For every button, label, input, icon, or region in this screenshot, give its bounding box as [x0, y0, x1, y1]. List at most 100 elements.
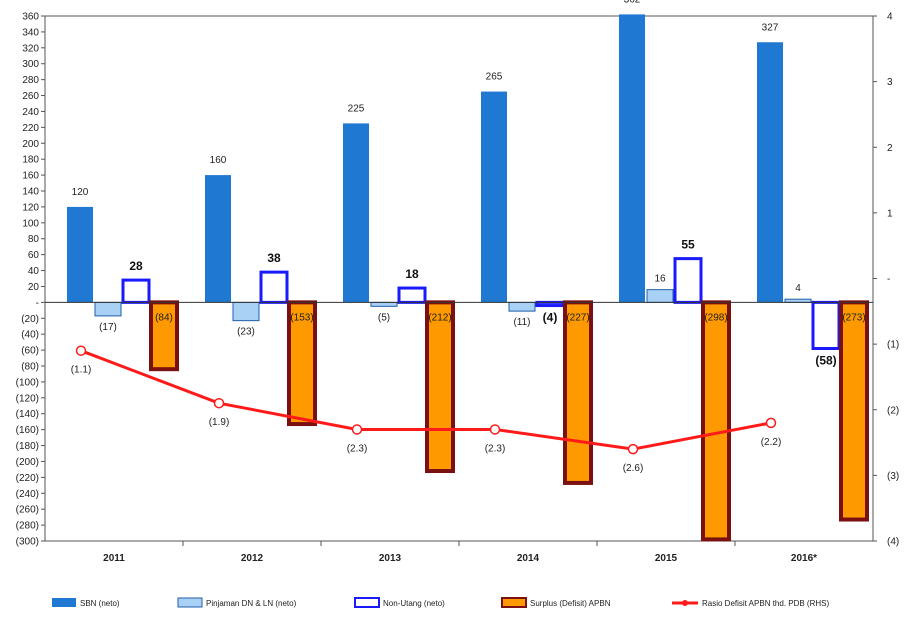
category-label: 2015 [655, 553, 678, 564]
plot-frame [44, 15, 874, 542]
left-tick-label: 220 [22, 123, 39, 134]
non-utang-data-label: (4) [543, 311, 558, 325]
pinjaman-bar [646, 289, 674, 303]
surplus-defisit-data-label: (84) [155, 312, 173, 323]
legend-surplus-defisit-label: Surplus (Defisit) APBN [530, 599, 611, 608]
sbn-bar [619, 14, 645, 303]
left-tick-label: 120 [22, 202, 39, 213]
sbn-bar [481, 91, 507, 303]
surplus-defisit-data-label: (227) [566, 312, 589, 323]
surplus-defisit-bar [701, 300, 731, 542]
pinjaman-data-label: (23) [237, 327, 255, 338]
deficit-ratio-point [213, 397, 225, 409]
pinjaman-bar [370, 301, 398, 307]
right-tick-label: (1) [887, 340, 899, 351]
deficit-ratio-line [80, 349, 772, 451]
sbn-data-label: 120 [72, 187, 89, 198]
pinjaman-bar [232, 301, 260, 322]
deficit-ratio-label: (2.6) [623, 463, 644, 474]
sbn-data-label: 160 [210, 155, 227, 166]
left-tick-label: 360 [22, 12, 39, 23]
category-label: 2011 [103, 553, 125, 564]
sbn-data-label: 362 [624, 0, 641, 5]
right-tick-label: 2 [887, 143, 893, 154]
left-tick-label: 300 [22, 59, 39, 70]
non-utang-bar [673, 257, 703, 304]
legend-surplus-defisit-swatch [501, 597, 527, 608]
deficit-ratio-label: (1.1) [71, 365, 92, 376]
left-tick-label: 280 [22, 75, 39, 86]
pinjaman-data-label: (11) [513, 317, 530, 328]
left-tick-label: (220) [16, 473, 39, 484]
left-tick-label: 160 [22, 171, 39, 182]
left-tick-label: 340 [22, 27, 39, 38]
left-tick-label: (40) [21, 330, 39, 341]
left-tick-label: 180 [22, 155, 39, 166]
legend-deficit-ratio-label: Rasio Defisit APBN thd. PDB (RHS) [702, 599, 829, 608]
left-tick-label: (260) [16, 505, 39, 516]
deficit-ratio-label: (2.3) [347, 443, 368, 454]
right-tick-label: 1 [887, 208, 893, 219]
category-label: 2014 [517, 553, 540, 564]
sbn-bar [205, 175, 231, 303]
sbn-data-label: 225 [348, 103, 365, 114]
left-tick-label: (80) [21, 362, 39, 373]
non-utang-data-label: 18 [405, 267, 419, 281]
legend-pinjaman-swatch [177, 597, 203, 608]
category-label: 2013 [379, 553, 402, 564]
left-tick-label: (100) [16, 377, 39, 388]
legend-pinjaman-label: Pinjaman DN & LN (neto) [206, 599, 297, 608]
left-tick-label: (20) [21, 314, 39, 325]
left-tick-label: (180) [16, 441, 39, 452]
left-tick-label: (160) [16, 425, 39, 436]
legend-non-utang-label: Non-Utang (neto) [383, 599, 445, 608]
non-utang-bar [121, 278, 151, 304]
pinjaman-bar [508, 301, 536, 312]
surplus-defisit-bar [149, 300, 179, 372]
surplus-defisit-data-label: (273) [842, 312, 865, 323]
sbn-bar [67, 206, 93, 303]
non-utang-bar [259, 270, 289, 304]
right-tick-label: (3) [887, 471, 899, 482]
pinjaman-data-label: 4 [795, 283, 801, 294]
pinjaman-bar [94, 301, 122, 317]
legend-non-utang-swatch [354, 597, 380, 608]
non-utang-bar [811, 300, 841, 351]
left-tick-label: 320 [22, 43, 39, 54]
pinjaman-data-label: (17) [99, 322, 117, 333]
left-tick-label: 200 [22, 139, 39, 150]
right-tick-label: (4) [887, 537, 899, 548]
pinjaman-data-label: 16 [654, 274, 666, 285]
left-tick-label: (240) [16, 489, 39, 500]
surplus-defisit-bar [563, 300, 593, 485]
left-tick-label: (300) [16, 537, 39, 548]
left-tick-label: 140 [22, 187, 39, 198]
left-tick-label: 60 [28, 250, 40, 261]
left-tick-label: - [36, 298, 39, 309]
left-tick-label: (280) [16, 521, 39, 532]
left-tick-label: 260 [22, 91, 39, 102]
deficit-ratio-point [75, 345, 87, 356]
right-tick-label: (2) [887, 405, 899, 416]
category-label: 2016* [791, 553, 817, 564]
left-tick-label: 240 [22, 107, 39, 118]
left-tick-label: 40 [28, 266, 40, 277]
sbn-bar [757, 42, 783, 303]
deficit-ratio-point [351, 424, 363, 435]
category-label: 2012 [241, 553, 264, 564]
left-tick-label: 100 [22, 218, 39, 229]
non-utang-data-label: (58) [815, 354, 836, 368]
deficit-ratio-label: (2.2) [761, 437, 782, 448]
sbn-bar [343, 123, 369, 303]
deficit-ratio-point [627, 443, 639, 455]
surplus-defisit-data-label: (212) [428, 312, 451, 323]
legend-sbn-label: SBN (neto) [80, 599, 120, 608]
surplus-defisit-data-label: (153) [290, 312, 313, 323]
left-tick-label: (60) [21, 346, 39, 357]
sbn-data-label: 265 [486, 72, 503, 83]
surplus-defisit-bar [425, 300, 455, 474]
deficit-ratio-label: (1.9) [209, 417, 230, 428]
legend-deficit-ratio-marker [682, 600, 688, 606]
surplus-defisit-data-label: (298) [704, 312, 727, 323]
